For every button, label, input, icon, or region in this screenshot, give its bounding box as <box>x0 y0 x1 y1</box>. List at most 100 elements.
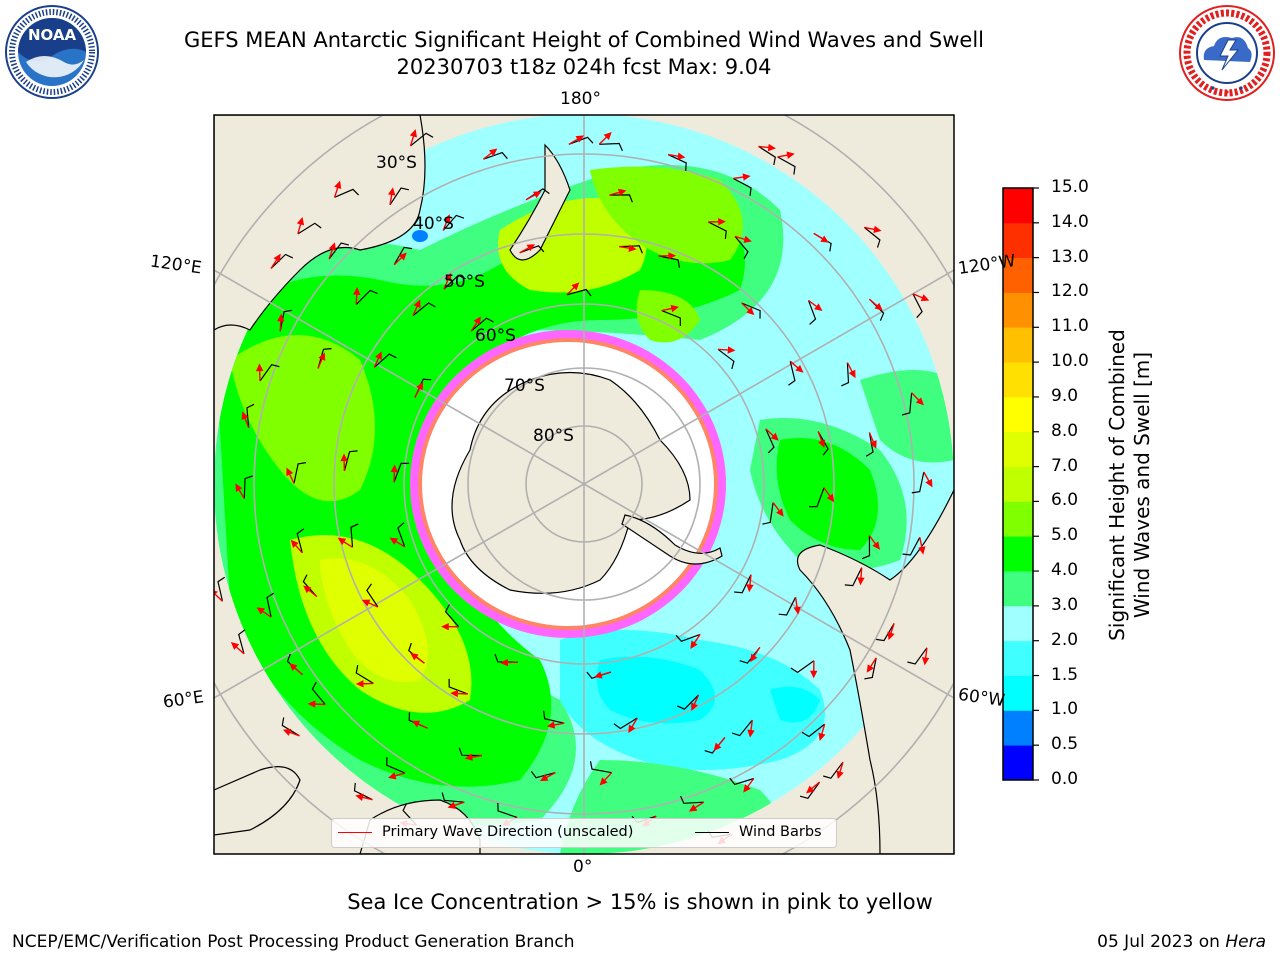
wave-direction-arrow <box>411 720 428 729</box>
colorbar-bin <box>1003 257 1033 293</box>
footer-credit: NCEP/EMC/Verification Post Processing Pr… <box>12 932 575 952</box>
wind-barb <box>410 132 434 147</box>
wind-barb <box>217 576 226 602</box>
wave-direction-arrow <box>911 392 924 406</box>
wave-direction-arrow <box>337 537 353 548</box>
wind-barb <box>366 583 379 608</box>
wave-direction-arrow <box>609 188 627 196</box>
colorbar-tick-label: 7.0 <box>1051 455 1079 476</box>
wind-barb <box>758 145 776 166</box>
colorbar-tick-label: 3.0 <box>1051 594 1079 615</box>
wind-barb <box>266 592 274 618</box>
wave-direction-arrow <box>393 252 407 266</box>
colorbar-bin <box>1003 710 1033 746</box>
wave-direction-arrow <box>765 428 779 441</box>
wave-direction-arrow <box>808 299 823 311</box>
colorbar-tick-label: 4.0 <box>1051 560 1079 581</box>
wind-barb <box>386 757 406 774</box>
wind-barb <box>334 188 360 198</box>
wind-barb <box>765 428 775 454</box>
wave-direction-arrow <box>733 173 751 181</box>
colorbar-bin <box>1003 222 1033 259</box>
footer-host: Hera <box>1225 932 1266 952</box>
wind-barb <box>397 522 406 548</box>
wind-barb <box>841 362 850 387</box>
wave-direction-arrow <box>317 352 326 369</box>
wave-direction-arrow <box>846 362 856 379</box>
wave-direction-arrow <box>806 781 821 794</box>
wind-barb <box>762 502 774 525</box>
lon-label-0: 0° <box>573 857 593 877</box>
colorbar-bin <box>1003 571 1033 607</box>
wind-barb <box>350 523 359 548</box>
wave-direction-arrow <box>355 793 373 801</box>
wave-direction-arrow <box>628 717 638 734</box>
wave-direction-arrow <box>823 487 835 503</box>
continents <box>214 115 954 854</box>
wave-direction-arrow <box>619 244 637 252</box>
colorbar-tick-label: 1.5 <box>1051 664 1079 685</box>
wave-direction-arrow <box>442 214 451 231</box>
wave-direction-arrow <box>772 502 784 517</box>
wave-direction-arrow <box>303 585 318 598</box>
wind-barb <box>675 633 701 643</box>
wave-direction-arrow <box>447 801 465 809</box>
wind-barb <box>519 245 545 254</box>
wave-direction-arrow <box>688 801 705 812</box>
legend-item-wave-direction: Primary Wave Direction (unscaled) <box>338 824 633 840</box>
colorbar-tick-label: 0.0 <box>1051 769 1079 789</box>
wave-direction-arrow <box>750 647 761 663</box>
wind-barb <box>823 761 844 779</box>
wave-direction-arrow <box>743 778 755 793</box>
wave-direction-arrow <box>918 537 926 555</box>
wind-barb <box>729 777 754 786</box>
wind-barb <box>296 528 305 554</box>
colorbar-tick-label: 14.0 <box>1051 211 1089 232</box>
wave-direction-arrow <box>887 623 895 641</box>
wave-direction-arrow <box>599 772 613 786</box>
wind-barb <box>844 567 863 587</box>
wind-barb <box>902 537 921 556</box>
wave-direction-arrow <box>450 689 468 698</box>
wind-barb <box>441 792 465 803</box>
wind-barb <box>717 348 735 370</box>
wave-direction-arrow <box>818 723 826 742</box>
wave-direction-arrow <box>758 143 777 152</box>
colorbar-tick-label: 2.0 <box>1051 629 1079 650</box>
wave-direction-arrow <box>333 180 342 198</box>
colorbar-bin <box>1003 362 1033 398</box>
latitude-labels: 30°S 40°S 50°S 60°S 70°S 80°S <box>376 153 574 446</box>
wind-barb <box>658 255 680 268</box>
wave-direction-arrow <box>566 282 580 296</box>
wave-direction-arrow <box>256 607 272 618</box>
wave-direction-arrow <box>235 483 245 499</box>
wind-barb <box>907 647 928 665</box>
wind-barb <box>353 782 373 801</box>
wave-direction-arrow <box>277 313 285 332</box>
wind-barb <box>661 310 681 326</box>
wave-direction-arrow <box>307 700 326 708</box>
wind-barb <box>864 657 877 680</box>
wave-direction-arrow <box>443 273 452 290</box>
wave-direction-arrow <box>734 235 752 243</box>
wind-barb <box>355 289 378 306</box>
wave-direction-arrow <box>777 151 795 159</box>
wind-barb <box>412 302 436 317</box>
wind-barb <box>389 187 410 206</box>
wave-direction-arrow <box>525 191 542 201</box>
wind-barb <box>667 154 687 171</box>
wind-barb <box>281 717 300 737</box>
wind-barb <box>393 246 413 265</box>
wave-direction-arrow <box>912 293 930 302</box>
wave-direction-arrow <box>355 680 374 688</box>
wind-barb <box>317 348 332 369</box>
wave-direction-arrow <box>464 753 483 761</box>
wave-direction-arrow <box>390 464 399 483</box>
wave-direction-arrow <box>214 590 223 602</box>
wind-barb <box>589 761 612 774</box>
wind-barb <box>808 487 825 508</box>
antarctic-peninsula <box>621 514 723 565</box>
wind-barb <box>807 300 817 325</box>
wave-direction-arrow <box>708 217 726 226</box>
map-frame <box>213 114 955 855</box>
